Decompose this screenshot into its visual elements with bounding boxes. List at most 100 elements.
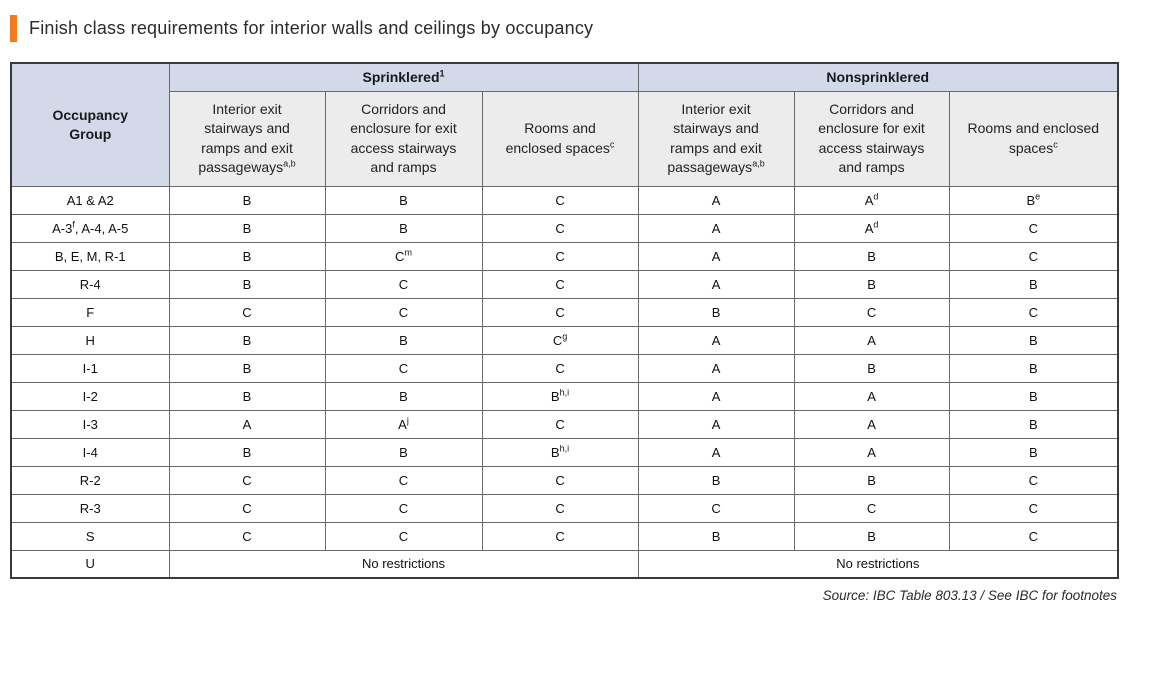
table-row: A1 & A2 B B C A Ad Be bbox=[10, 185, 1119, 215]
finish-class-cell: B bbox=[168, 185, 326, 215]
occupancy-group-cell: A-3f, A-4, A-5 bbox=[10, 213, 170, 243]
finish-class-cell: B bbox=[168, 213, 326, 243]
occupancy-group-cell: R-2 bbox=[10, 465, 170, 495]
finish-class-cell: B bbox=[324, 213, 483, 243]
finish-class-cell: C bbox=[168, 521, 326, 551]
finish-class-cell: C bbox=[481, 493, 639, 523]
finish-class-cell: A bbox=[637, 381, 795, 411]
finish-class-cell: B bbox=[324, 381, 483, 411]
finish-class-cell: C bbox=[481, 185, 639, 215]
finish-class-cell: B bbox=[793, 353, 950, 383]
occupancy-group-cell: A1 & A2 bbox=[10, 185, 170, 215]
finish-class-cell: B bbox=[168, 381, 326, 411]
finish-class-cell: C bbox=[324, 353, 483, 383]
finish-class-cell: A bbox=[793, 381, 950, 411]
finish-class-cell: B bbox=[168, 269, 326, 299]
table-row: R-2 C C C B B C bbox=[10, 465, 1119, 495]
occupancy-group-cell: I-3 bbox=[10, 409, 170, 439]
finish-class-cell: B bbox=[324, 185, 483, 215]
finish-class-cell: B bbox=[637, 521, 795, 551]
finish-class-cell: A bbox=[637, 437, 795, 467]
finish-class-cell: C bbox=[948, 521, 1119, 551]
title-accent-bar bbox=[10, 14, 17, 42]
finish-class-cell: C bbox=[168, 493, 326, 523]
table-row: R-3 C C C C C C bbox=[10, 493, 1119, 523]
finish-class-cell: C bbox=[324, 465, 483, 495]
occupancy-group-cell: H bbox=[10, 325, 170, 355]
finish-class-cell: B bbox=[168, 241, 326, 271]
finish-class-cell: A bbox=[637, 241, 795, 271]
finish-class-cell: C bbox=[793, 297, 950, 327]
finish-class-cell: B bbox=[637, 297, 795, 327]
finish-class-cell: C bbox=[481, 521, 639, 551]
finish-class-cell: B bbox=[948, 325, 1119, 355]
table-row: I-2 B B Bh,i A A B bbox=[10, 381, 1119, 411]
finish-class-table: Occupancy Group Sprinklered1 Nonsprinkle… bbox=[10, 62, 1120, 579]
table-row: R-4 B C C A B B bbox=[10, 269, 1119, 299]
finish-class-cell: C bbox=[637, 493, 795, 523]
column-header-sprinklered-exit-stairways: Interior exit stairways and ramps and ex… bbox=[168, 90, 326, 187]
finish-class-cell: A bbox=[637, 185, 795, 215]
occupancy-group-header: Occupancy Group bbox=[10, 62, 170, 187]
finish-class-cell: Bh,i bbox=[481, 437, 639, 467]
finish-class-cell: A bbox=[168, 409, 326, 439]
finish-class-cell: Cg bbox=[481, 325, 639, 355]
column-header-sprinklered-corridors: Corridors and enclosure for exit access … bbox=[324, 90, 483, 187]
finish-class-cell: C bbox=[481, 269, 639, 299]
table-row: I-4 B B Bh,i A A B bbox=[10, 437, 1119, 467]
finish-class-cell: C bbox=[168, 297, 326, 327]
source-note: Source: IBC Table 803.13 / See IBC for f… bbox=[822, 588, 1117, 603]
finish-class-cell: B bbox=[324, 325, 483, 355]
table-row: H B B Cg A A B bbox=[10, 325, 1119, 355]
table-row: A-3f, A-4, A-5 B B C A Ad C bbox=[10, 213, 1119, 243]
finish-class-cell: C bbox=[324, 521, 483, 551]
finish-class-cell: B bbox=[793, 465, 950, 495]
column-header-nonsprinklered-exit-stairways: Interior exit stairways and ramps and ex… bbox=[637, 90, 795, 187]
finish-class-cell: C bbox=[324, 297, 483, 327]
no-restrictions-cell: No restrictions bbox=[168, 549, 639, 579]
finish-class-cell: C bbox=[481, 213, 639, 243]
sprinklered-group-header: Sprinklered1 bbox=[168, 62, 639, 92]
finish-class-cell: C bbox=[948, 213, 1119, 243]
table-body: A1 & A2 B B C A Ad Be A-3f, A-4, A-5 B B C A Ad C B, E… bbox=[10, 185, 1119, 579]
finish-class-cell: B bbox=[948, 409, 1119, 439]
finish-class-cell: A bbox=[637, 269, 795, 299]
column-header-nonsprinklered-rooms: Rooms and enclosed spacesc bbox=[948, 90, 1119, 187]
finish-class-cell: A bbox=[793, 409, 950, 439]
finish-class-cell: C bbox=[481, 297, 639, 327]
finish-class-cell: C bbox=[793, 493, 950, 523]
no-restrictions-cell: No restrictions bbox=[637, 549, 1119, 579]
nonsprinklered-group-header: Nonsprinklered bbox=[637, 62, 1119, 92]
occupancy-group-cell: U bbox=[10, 549, 170, 579]
finish-class-cell: C bbox=[481, 409, 639, 439]
finish-class-cell: C bbox=[324, 493, 483, 523]
finish-class-cell: A bbox=[637, 353, 795, 383]
finish-class-cell: C bbox=[948, 465, 1119, 495]
finish-class-cell: Aj bbox=[324, 409, 483, 439]
column-header-sprinklered-rooms: Rooms and enclosed spacesc bbox=[481, 90, 639, 187]
occupancy-group-cell: I-4 bbox=[10, 437, 170, 467]
page-title: Finish class requirements for interior w… bbox=[29, 17, 594, 38]
finish-class-cell: B bbox=[793, 521, 950, 551]
finish-class-cell: B bbox=[948, 353, 1119, 383]
finish-class-cell: A bbox=[793, 437, 950, 467]
finish-class-cell: B bbox=[948, 437, 1119, 467]
finish-class-cell: C bbox=[948, 297, 1119, 327]
occupancy-group-cell: R-3 bbox=[10, 493, 170, 523]
finish-class-cell: C bbox=[168, 465, 326, 495]
finish-class-cell: B bbox=[168, 437, 326, 467]
finish-class-cell: Be bbox=[948, 185, 1119, 215]
finish-class-cell: C bbox=[481, 465, 639, 495]
page-header: Finish class requirements for interior w… bbox=[10, 14, 1150, 42]
page: Finish class requirements for interior w… bbox=[10, 14, 1150, 603]
finish-class-cell: A bbox=[637, 213, 795, 243]
occupancy-group-cell: R-4 bbox=[10, 269, 170, 299]
finish-class-cell: C bbox=[481, 241, 639, 271]
finish-class-cell: C bbox=[948, 241, 1119, 271]
column-header-nonsprinklered-corridors: Corridors and enclosure for exit access … bbox=[793, 90, 950, 187]
finish-class-cell: C bbox=[948, 493, 1119, 523]
finish-class-cell: A bbox=[637, 409, 795, 439]
occupancy-group-cell: S bbox=[10, 521, 170, 551]
group-header-row: Occupancy Group Sprinklered1 Nonsprinkle… bbox=[10, 62, 1119, 187]
